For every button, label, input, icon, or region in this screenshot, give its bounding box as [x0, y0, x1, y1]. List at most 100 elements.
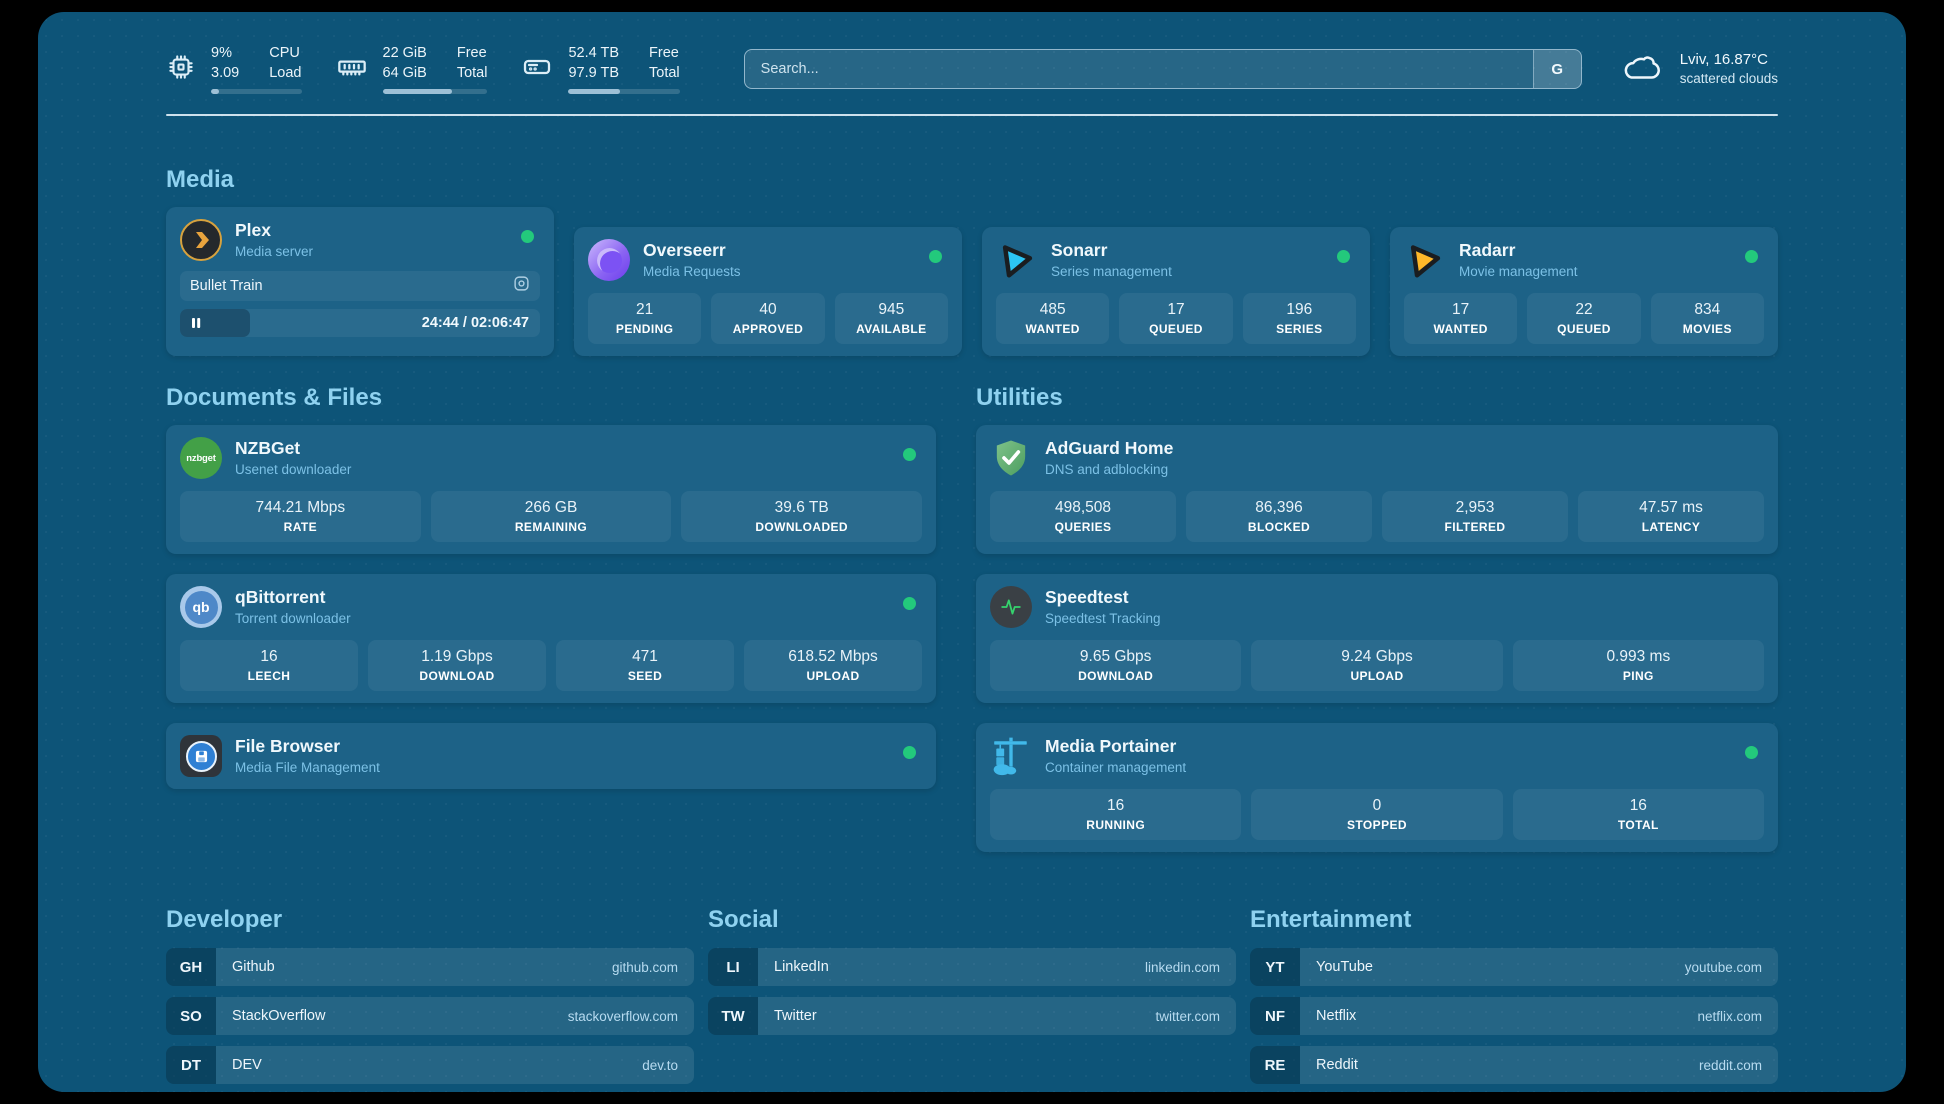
- bookmark-abbr: DT: [166, 1046, 216, 1084]
- app-card-plex[interactable]: Plex Media server Bullet Train 24:44 /: [166, 207, 554, 356]
- disk-widget: 52.4 TB Free 97.9 TB Total: [521, 44, 680, 94]
- app-card-sonarr[interactable]: Sonarr Series management 485 WANTED 17 QUE…: [982, 227, 1370, 356]
- memory-icon: [336, 51, 368, 88]
- bookmark-dev[interactable]: DT DEV dev.to: [166, 1046, 694, 1084]
- bookmark-twitter[interactable]: TW Twitter twitter.com: [708, 997, 1236, 1035]
- weather-widget: Lviv, 16.87°C scattered clouds: [1620, 50, 1778, 89]
- bookmark-name: LinkedIn: [774, 959, 829, 975]
- bookmark-name: Twitter: [774, 1008, 817, 1024]
- bookmark-group-entertainment: Entertainment YT YouTube youtube.com NF N…: [1250, 906, 1778, 1095]
- bookmark-youtube[interactable]: YT YouTube youtube.com: [1250, 948, 1778, 986]
- app-subtitle: Media server: [235, 244, 314, 259]
- app-subtitle: Movie management: [1459, 264, 1578, 279]
- stat-box: 0 STOPPED: [1251, 789, 1503, 840]
- app-title: Plex: [235, 220, 271, 240]
- disk-progress-bar: [568, 89, 680, 94]
- bookmark-name: StackOverflow: [232, 1008, 326, 1024]
- bookmark-name: YouTube: [1316, 959, 1373, 975]
- cloud-icon: [1620, 50, 1666, 89]
- stat-box: 498,508 QUERIES: [990, 491, 1176, 542]
- stat-box: 16 TOTAL: [1512, 789, 1764, 840]
- bookmark-linkedin[interactable]: LI LinkedIn linkedin.com: [708, 948, 1236, 986]
- app-title: qBittorrent: [235, 587, 326, 607]
- app-subtitle: Speedtest Tracking: [1045, 611, 1161, 626]
- stat-box: 39.6 TB DOWNLOADED: [681, 491, 923, 542]
- stat-box: 485 WANTED: [996, 293, 1110, 344]
- bookmark-url: linkedin.com: [1144, 959, 1220, 975]
- stat-box: 21 PENDING: [588, 293, 702, 344]
- bookmark-url: netflix.com: [1697, 1008, 1762, 1024]
- search-engine-button[interactable]: G: [1532, 50, 1581, 88]
- radarr-icon: [1404, 239, 1446, 281]
- search-input[interactable]: [744, 50, 1533, 88]
- stat-box: 266 GB REMAINING: [430, 491, 672, 542]
- status-dot-online: [903, 448, 916, 461]
- bookmark-netflix[interactable]: NF Netflix netflix.com: [1250, 997, 1778, 1035]
- bookmark-github[interactable]: GH Github github.com: [166, 948, 694, 986]
- app-card-overseerr[interactable]: Overseerr Media Requests 21 PENDING 40 APP…: [574, 227, 962, 356]
- now-playing-title: Bullet Train: [190, 278, 263, 294]
- app-subtitle: Series management: [1051, 264, 1172, 279]
- app-title: Overseerr: [643, 240, 726, 260]
- dashboard-panel: 9% CPU 3.09 Load 22 GiB Free 64 GiB Tota…: [38, 12, 1906, 1092]
- app-title: File Browser: [235, 736, 341, 756]
- app-card-radarr[interactable]: Radarr Movie management 17 WANTED 22 QUEUE…: [1390, 227, 1778, 356]
- bookmark-name: Netflix: [1316, 1008, 1357, 1024]
- bookmark-url: twitter.com: [1155, 1008, 1220, 1024]
- app-card-qbittorrent[interactable]: qb qBittorrent Torrent downloader 16 LEEC…: [166, 574, 936, 703]
- stat-box: 1.19 Gbps DOWNLOAD: [368, 640, 546, 691]
- app-subtitle: Media File Management: [235, 760, 380, 775]
- stat-box: 86,396 BLOCKED: [1186, 491, 1372, 542]
- section-title-entertainment: Entertainment: [1250, 906, 1412, 933]
- section-title-documents: Documents & Files: [166, 384, 383, 411]
- stat-box: 22 QUEUED: [1527, 293, 1641, 344]
- app-card-adguard[interactable]: AdGuard Home DNS and adblocking 498,508 Q…: [976, 425, 1778, 554]
- cpu-progress-bar: [211, 89, 302, 94]
- app-title: Radarr: [1459, 240, 1516, 260]
- status-dot-online: [521, 230, 534, 243]
- cast-icon[interactable]: [513, 275, 530, 297]
- app-card-nzbget[interactable]: nzbget NZBGet Usenet downloader 744.21 M…: [166, 425, 936, 554]
- status-dot-online: [903, 597, 916, 610]
- bookmark-reddit[interactable]: RE Reddit reddit.com: [1250, 1046, 1778, 1084]
- bookmark-url: stackoverflow.com: [567, 1008, 678, 1024]
- cpu-usage-value: 9%: [211, 45, 232, 61]
- app-title: NZBGet: [235, 438, 301, 458]
- bookmark-abbr: TW: [708, 997, 758, 1035]
- stat-box: 9.24 Gbps UPLOAD: [1251, 640, 1503, 691]
- stat-box: 17 WANTED: [1404, 293, 1518, 344]
- qbittorrent-icon: qb: [180, 586, 222, 628]
- disk-free-label: Free: [649, 45, 679, 61]
- app-subtitle: Usenet downloader: [235, 462, 352, 477]
- stat-box: 0.993 ms PING: [1512, 640, 1764, 691]
- status-dot-online: [1337, 250, 1350, 263]
- bookmark-abbr: LI: [708, 948, 758, 986]
- bookmark-url: reddit.com: [1698, 1057, 1762, 1073]
- playback-progress-bar[interactable]: 24:44 / 02:06:47: [180, 309, 540, 337]
- top-bar: 9% CPU 3.09 Load 22 GiB Free 64 GiB Tota…: [166, 38, 1778, 100]
- section-title-utilities: Utilities: [976, 384, 1063, 411]
- stat-box: 471 SEED: [556, 640, 734, 691]
- cpu-load-value: 3.09: [211, 65, 240, 81]
- bookmark-stackoverflow[interactable]: SO StackOverflow stackoverflow.com: [166, 997, 694, 1035]
- bookmark-abbr: NF: [1250, 997, 1300, 1035]
- documents-column: Documents & Files nzbget NZBGet Usenet d…: [166, 384, 936, 852]
- stat-box: 945 AVAILABLE: [834, 293, 948, 344]
- nzbget-icon: nzbget: [180, 437, 222, 479]
- app-card-speedtest[interactable]: Speedtest Speedtest Tracking 9.65 Gbps DO…: [976, 574, 1778, 703]
- now-playing-row: Bullet Train: [180, 271, 540, 301]
- stat-box: 17 QUEUED: [1119, 293, 1233, 344]
- filebrowser-icon: [180, 735, 222, 777]
- app-card-filebrowser[interactable]: File Browser Media File Management: [166, 723, 936, 789]
- stat-box: 40 APPROVED: [711, 293, 825, 344]
- section-title-developer: Developer: [166, 906, 283, 933]
- app-subtitle: DNS and adblocking: [1045, 462, 1169, 477]
- pause-icon[interactable]: [190, 317, 202, 329]
- app-card-portainer[interactable]: Media Portainer Container management 16 R…: [976, 723, 1778, 852]
- bookmark-name: DEV: [232, 1057, 262, 1073]
- search-bar: G: [743, 49, 1582, 89]
- sonarr-icon: [996, 239, 1038, 281]
- cpu-widget: 9% CPU 3.09 Load: [166, 44, 302, 94]
- section-title-media: Media: [166, 166, 235, 193]
